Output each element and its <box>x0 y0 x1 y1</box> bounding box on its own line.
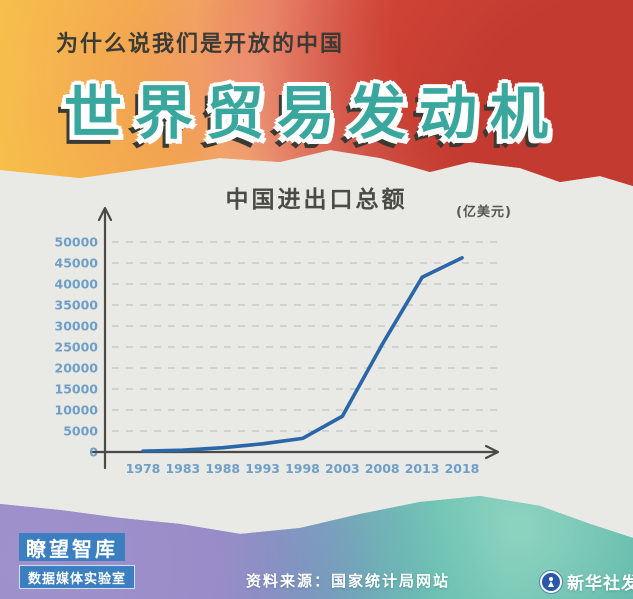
x-tick-label: 2003 <box>325 461 360 476</box>
y-tick-label: 30000 <box>55 319 99 334</box>
chart-unit-label: (亿美元) <box>456 205 512 220</box>
y-tick-label: 35000 <box>55 298 99 313</box>
brand-badge-primary: 瞭望智库 <box>19 533 125 561</box>
y-tick-label: 50000 <box>55 235 99 250</box>
x-tick-label: 1993 <box>245 461 280 476</box>
agency-name: 新华社发 <box>567 574 633 594</box>
agency-credit: 新华社发 <box>540 569 633 594</box>
x-tick-label: 1983 <box>165 461 200 476</box>
x-tick-label: 1998 <box>285 461 320 476</box>
poster-title: 世界贸易发动机 <box>64 79 562 147</box>
data-source-text: 资料来源：国家统计局网站 <box>246 572 451 590</box>
y-tick-label: 25000 <box>55 340 99 355</box>
y-tick-label: 20000 <box>55 361 99 376</box>
y-tick-label: 45000 <box>55 256 99 271</box>
x-axis-tick-labels: 1978 1983 1988 1993 1998 2003 2008 2013 2018 <box>126 461 480 476</box>
y-axis-tick-labels: 0500010000150002000025000300003500040000… <box>55 235 99 460</box>
brand-badge-secondary: 数据媒体实验室 <box>19 565 135 589</box>
y-tick-label: 40000 <box>55 277 99 292</box>
x-axis-arrow <box>484 444 500 460</box>
y-tick-label: 10000 <box>55 403 99 418</box>
brand-name: 瞭望智库 <box>26 536 118 561</box>
x-tick-label: 1978 <box>126 461 161 476</box>
xinhua-logo-icon <box>540 570 562 593</box>
brand-sub-name: 数据媒体实验室 <box>27 571 126 587</box>
y-tick-label: 5000 <box>63 424 98 439</box>
x-tick-label: 2018 <box>445 461 480 476</box>
y-tick-label: 15000 <box>55 382 99 397</box>
y-axis-arrow <box>97 206 113 222</box>
x-tick-label: 2013 <box>405 461 440 476</box>
x-tick-label: 1988 <box>205 461 240 476</box>
chart-title: 中国进出口总额 <box>225 187 408 213</box>
x-tick-label: 2008 <box>365 461 400 476</box>
data-line <box>141 256 464 453</box>
kicker-text: 为什么说我们是开放的中国 <box>56 32 345 57</box>
